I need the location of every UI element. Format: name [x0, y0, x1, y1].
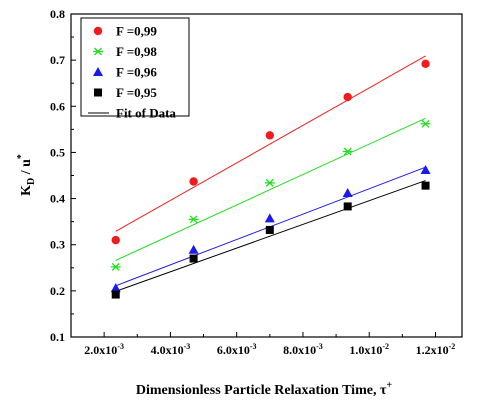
x-axis-title-sup: + [386, 380, 392, 391]
y-axis-title-main: K [19, 185, 34, 196]
y-tick-label: 0.2 [50, 284, 65, 298]
data-point-s4-5 [421, 181, 430, 190]
y-tick-label: 0.3 [50, 238, 65, 252]
fit-line-4 [115, 180, 426, 292]
data-point-s2-3 [264, 178, 275, 187]
y-axis-title-sub: D [26, 178, 37, 185]
x-tick-label: 8.0x10-3 [283, 342, 323, 357]
data-point-s4-4 [343, 202, 352, 211]
legend-label-4: F =0,95 [116, 85, 157, 100]
x-tick-label: 6.0x10-3 [217, 342, 257, 357]
data-point-s3-3 [264, 213, 275, 223]
y-tick-label: 0.4 [50, 192, 65, 206]
legend-label-1: F =0,99 [116, 24, 157, 39]
data-point-s4-1 [111, 290, 120, 299]
data-point-s1-1 [111, 235, 120, 245]
legend-label-3: F =0,96 [116, 65, 157, 80]
data-point-s2-5 [420, 119, 431, 128]
y-axis-title-sup: * [16, 154, 27, 159]
fit-line-1 [115, 55, 426, 232]
y-axis-title-rest: / u [19, 159, 34, 178]
fit-line-2 [115, 117, 426, 261]
x-axis-title: Dimensionless Particle Relaxation Time, … [136, 380, 393, 398]
axes: 0.1 0.2 0.3 0.4 0.5 0.6 0.7 0.8 2.0x10-3 4.0x10-3… [50, 7, 463, 357]
legend-fit-label: Fit of Data [116, 106, 176, 121]
y-axis-title: KD / u* [16, 154, 37, 196]
y-tick-label: 0.6 [50, 99, 65, 113]
data-point-s2-1 [110, 262, 121, 271]
legend-label-2: F =0,98 [116, 44, 157, 59]
x-tick-label: 1.0x10-2 [349, 342, 389, 357]
data-point-s4-3 [265, 225, 274, 234]
data-point-s3-4 [342, 188, 353, 198]
x-tick-label: 1.2x10-2 [416, 342, 456, 357]
x-tick-label: 2.0x10-3 [84, 342, 124, 357]
data-point-s2-4 [342, 147, 353, 156]
legend: F =0,99 F =0,98 F =0,96 F =0,95 Fit of Data [80, 17, 190, 121]
data-point-s1-4 [343, 92, 352, 102]
data-point-s3-2 [188, 244, 199, 254]
x-axis-title-text: Dimensionless Particle Relaxation Time, … [136, 383, 387, 398]
y-tick-label: 0.1 [50, 330, 65, 344]
plot-area [110, 55, 431, 299]
data-point-s3-1 [110, 283, 121, 293]
data-point-s1-3 [265, 131, 275, 140]
x-tick-label: 4.0x10-3 [151, 342, 191, 357]
data-point-s1-2 [189, 177, 198, 186]
data-point-s4-2 [189, 254, 198, 263]
data-point-s1-5 [421, 59, 430, 69]
legend-marker-2 [93, 47, 103, 56]
y-tick-label: 0.5 [50, 145, 65, 159]
data-point-s2-2 [188, 215, 199, 224]
legend-marker-1 [93, 26, 103, 36]
y-tick-label: 0.8 [50, 7, 65, 21]
data-point-s3-5 [420, 164, 431, 174]
y-tick-label: 0.7 [50, 53, 65, 67]
legend-marker-3 [93, 67, 103, 76]
legend-marker-4 [94, 88, 102, 97]
